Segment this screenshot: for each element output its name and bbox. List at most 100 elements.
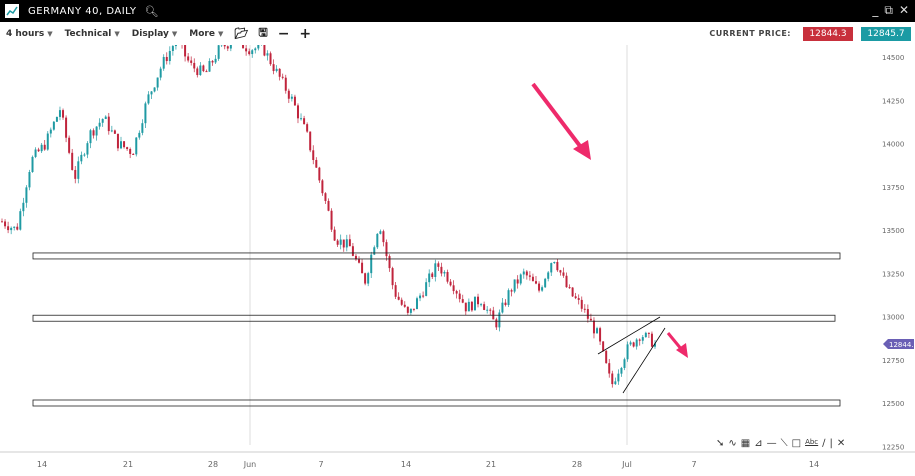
candle-body (562, 272, 565, 276)
candle-body (583, 308, 586, 310)
candle-body (422, 295, 425, 297)
candle-body (86, 143, 89, 155)
candle-body (626, 344, 629, 360)
fibonacci-icon[interactable]: ▦ (740, 438, 751, 449)
trend-line-icon[interactable]: ⟍ (780, 438, 788, 449)
candle-body (354, 255, 357, 260)
candle-body (120, 141, 123, 149)
candle-body (589, 318, 592, 321)
candle-body (367, 273, 370, 284)
y-tick-label: 14250 (882, 97, 904, 105)
pointer-icon[interactable]: ➘ (716, 438, 725, 449)
y-tick-label: 12750 (882, 357, 904, 365)
candle-body (477, 296, 480, 305)
candle-body (611, 373, 614, 385)
candle-body (568, 287, 571, 289)
search-icon[interactable]: 🔍︎ (144, 4, 159, 18)
candle-body (403, 304, 406, 307)
level-rectangle[interactable] (32, 314, 836, 322)
candle-body (49, 129, 52, 134)
wedge-upper-line[interactable] (597, 316, 661, 355)
candle-body (602, 341, 605, 351)
candle-body (495, 319, 498, 328)
y-tick-label: 13250 (882, 270, 904, 278)
candle-body (80, 154, 83, 162)
technical-dropdown[interactable]: Technical ▼ (65, 29, 120, 39)
candle-body (608, 363, 611, 374)
candle-body (55, 116, 58, 122)
candle-body (528, 275, 531, 277)
candle-body (480, 304, 483, 306)
minimize-icon[interactable]: _ (872, 3, 879, 17)
delete-icon[interactable]: ✕ (836, 438, 846, 449)
candle-body (464, 302, 467, 312)
close-icon[interactable]: ✕ (898, 3, 909, 17)
candle-body (531, 276, 534, 282)
drawing-tools: ➘ ∿ ▦ ⊿ — ⟍ □ Abc ∕ | ✕ (716, 438, 845, 449)
candle-body (31, 156, 34, 173)
candle-body (77, 161, 80, 179)
candle-body (550, 263, 553, 273)
candle-body (638, 339, 641, 341)
y-tick-label: 13500 (882, 227, 904, 235)
down-arrow-annotation[interactable] (531, 82, 591, 160)
candle-body (248, 51, 251, 55)
candle-body (110, 130, 113, 132)
candle-body (275, 68, 278, 72)
display-dropdown[interactable]: Display ▼ (132, 29, 178, 39)
zoom-in-icon[interactable]: + (299, 25, 312, 42)
candle-body (147, 94, 150, 104)
chart-logo-icon (5, 4, 19, 18)
candle-body (577, 298, 580, 300)
popout-icon[interactable]: ⧉ (884, 3, 893, 17)
rectangle-icon[interactable]: □ (791, 438, 802, 449)
candle-body (522, 271, 525, 275)
candle-body (391, 268, 394, 286)
candle-body (519, 274, 522, 284)
bid-price-button[interactable]: 12844.3 (803, 27, 853, 41)
candle-body (25, 187, 28, 203)
candle-body (498, 312, 501, 328)
candle-body (290, 96, 293, 99)
line-icon[interactable]: ∕ (822, 438, 826, 449)
folder-open-icon[interactable]: 📂︎ (234, 27, 249, 40)
candle-body (184, 45, 187, 57)
curve-icon[interactable]: ∿ (728, 438, 737, 449)
candle-body (196, 68, 199, 76)
more-label: More (189, 28, 215, 39)
candle-body (544, 278, 547, 288)
candle-body (379, 231, 382, 234)
price-chart[interactable]: 14500 14250 14000 13750 13500 13250 13000 12750… (0, 45, 915, 476)
candle-body (547, 272, 550, 279)
candle-body (339, 239, 342, 245)
more-dropdown[interactable]: More ▼ (189, 29, 223, 39)
candle-body (580, 299, 583, 309)
candle-body (284, 77, 287, 91)
level-rectangle[interactable] (32, 399, 841, 407)
candle-body (428, 273, 431, 283)
horizontal-line-icon[interactable]: — (766, 438, 777, 449)
level-rectangle[interactable] (32, 252, 841, 260)
candle-body (104, 116, 107, 119)
candle-body (364, 273, 367, 284)
y-tick-label: 12250 (882, 443, 904, 451)
candle-body (565, 275, 568, 288)
zoom-out-icon[interactable]: − (277, 25, 290, 42)
candle-body (171, 46, 174, 51)
candle-body (461, 299, 464, 303)
wedge-lower-line[interactable] (622, 327, 666, 394)
candle-body (321, 180, 324, 194)
candle-body (382, 231, 385, 243)
window-title: GERMANY 40, DAILY (28, 5, 137, 17)
candle-body (376, 233, 379, 248)
save-icon[interactable]: 🖫︎ (258, 26, 268, 39)
candle-body (4, 221, 7, 227)
fan-icon[interactable]: ⊿ (754, 438, 763, 449)
timeframe-dropdown[interactable]: 4 hours ▼ (6, 29, 53, 39)
down-arrow-annotation-small[interactable] (666, 332, 688, 358)
candle-body (654, 343, 656, 347)
candle-body (116, 133, 119, 149)
text-icon[interactable]: Abc (805, 438, 819, 446)
candle-body (599, 328, 602, 342)
ask-price-button[interactable]: 12845.7 (861, 27, 911, 41)
